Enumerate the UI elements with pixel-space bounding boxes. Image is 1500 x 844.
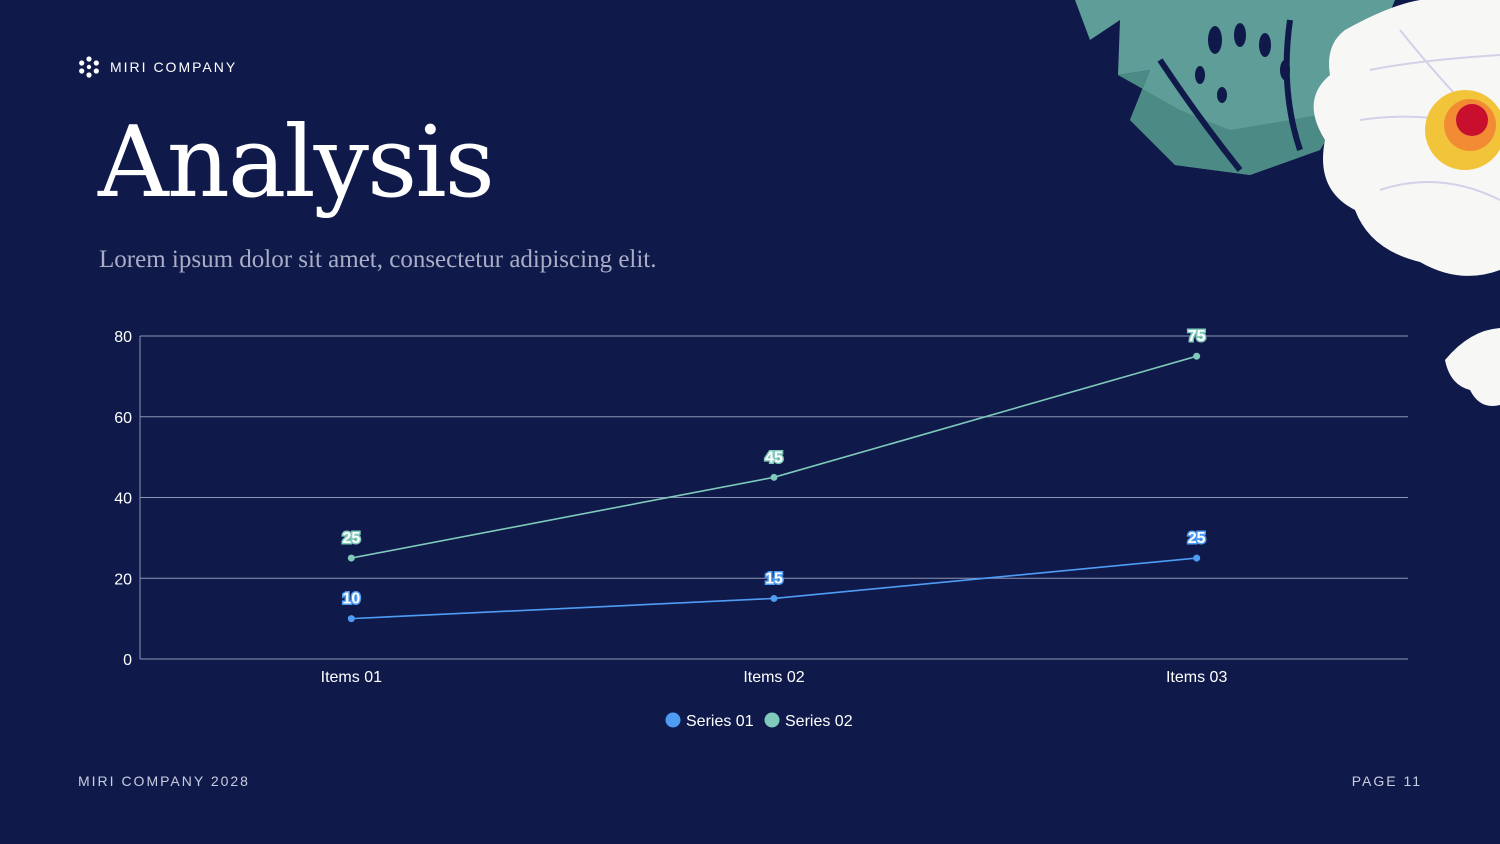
page-subtitle: Lorem ipsum dolor sit amet, consectetur …	[99, 246, 657, 273]
y-tick-label: 20	[114, 571, 132, 588]
x-tick-label: Items 01	[321, 669, 382, 686]
petal-fragment-icon	[1445, 328, 1500, 406]
brand: MIRI COMPANY	[78, 56, 237, 78]
data-label: 45	[765, 449, 783, 466]
asterisk-icon	[79, 56, 99, 78]
series-line	[351, 557, 1197, 620]
data-point	[770, 594, 778, 602]
monstera-leaf-icon	[1075, 0, 1395, 175]
legend-marker	[665, 712, 681, 728]
data-label: 10	[342, 591, 360, 608]
x-tick-label: Items 02	[743, 669, 804, 686]
data-label: 75	[1188, 328, 1206, 345]
data-label: 25	[1188, 530, 1206, 547]
footer-page-number: PAGE 11	[1351, 773, 1422, 789]
data-point	[770, 473, 778, 481]
legend-label: Series 02	[785, 713, 853, 730]
x-tick-label: Items 03	[1166, 669, 1227, 686]
hibiscus-flower-icon	[1313, 0, 1500, 276]
data-point	[1193, 554, 1201, 562]
y-tick-label: 80	[114, 329, 132, 346]
y-tick-label: 40	[114, 491, 132, 508]
legend-label: Series 01	[686, 713, 754, 730]
data-label: 25	[342, 530, 360, 547]
y-tick-label: 60	[114, 410, 132, 427]
brand-name: MIRI COMPANY	[110, 59, 238, 75]
data-point	[347, 615, 355, 623]
page-title: Analysis	[98, 106, 495, 220]
data-point	[1193, 352, 1201, 360]
data-point	[347, 554, 355, 562]
legend-marker	[764, 712, 780, 728]
footer-company: MIRI COMPANY 2028	[78, 773, 250, 789]
y-tick-label: 0	[123, 652, 132, 669]
data-label: 15	[765, 570, 783, 587]
